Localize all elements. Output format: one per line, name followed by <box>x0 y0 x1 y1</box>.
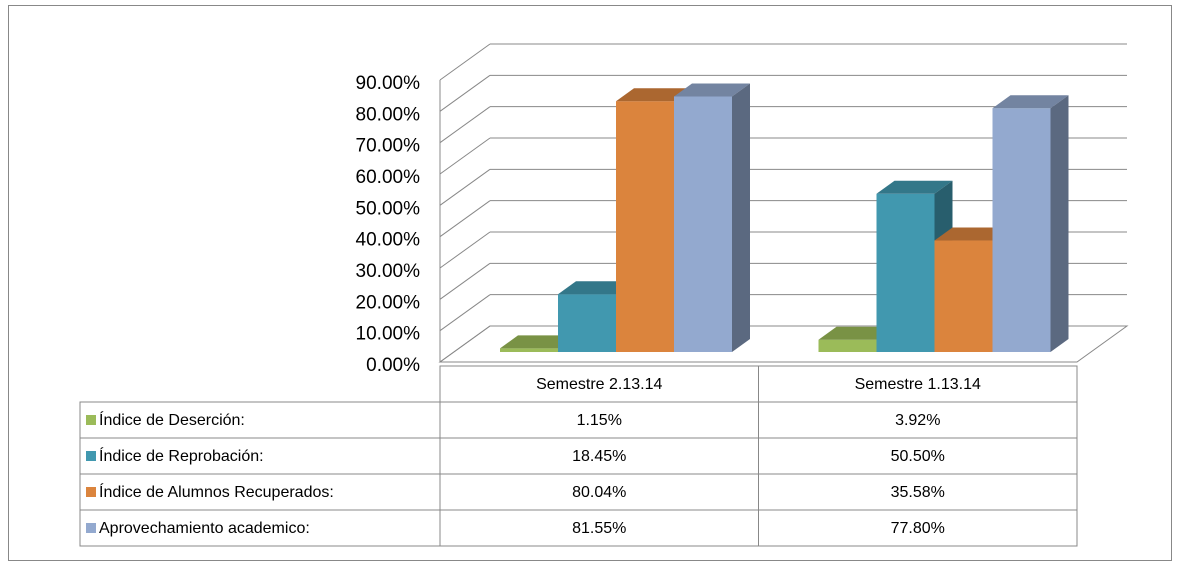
bar-front <box>558 294 616 352</box>
bar-top <box>992 95 1069 109</box>
bar-front <box>616 101 674 352</box>
data-label: 77.80% <box>891 520 945 537</box>
grid-line-side <box>439 325 491 363</box>
bar-top <box>558 281 634 295</box>
grid-line-side <box>439 137 491 175</box>
legend-label: Índice de Alumnos Recuperados: <box>99 482 334 501</box>
y-tick-label: 50.00% <box>356 198 421 219</box>
grid-line-side <box>439 106 491 144</box>
bar-top <box>616 88 692 102</box>
bar-front <box>818 339 877 352</box>
data-label: 35.58% <box>891 484 945 501</box>
x-tick-label: Semestre 1.13.14 <box>855 376 981 393</box>
bar-top <box>934 227 1011 241</box>
grid-line-side <box>439 74 491 112</box>
y-tick-label: 70.00% <box>356 136 421 157</box>
legend-label: Índice de Reprobación: <box>99 446 264 465</box>
data-label: 18.45% <box>572 448 626 465</box>
grid-line-side <box>439 200 491 238</box>
legend-swatch <box>86 415 96 425</box>
legend-swatch <box>86 523 96 533</box>
y-tick-label: 10.00% <box>356 324 421 345</box>
data-label: 50.50% <box>891 448 945 465</box>
y-tick-label: 30.00% <box>356 261 421 282</box>
y-tick-label: 60.00% <box>356 167 421 188</box>
legend-swatch <box>86 451 96 461</box>
y-tick-label: 40.00% <box>356 230 421 251</box>
x-tick-label: Semestre 2.13.14 <box>536 376 662 393</box>
bar-front <box>934 240 993 352</box>
bar-top <box>876 180 953 194</box>
legend-swatch <box>86 487 96 497</box>
grid-line-side <box>439 43 491 81</box>
y-tick-label: 80.00% <box>356 104 421 125</box>
data-label: 3.92% <box>895 412 940 429</box>
table-row <box>79 509 1078 547</box>
grid-line-side <box>439 262 491 300</box>
bar-front <box>500 348 558 352</box>
legend-label: Aprovechamiento academico: <box>99 520 310 537</box>
data-label: 80.04% <box>572 484 626 501</box>
data-label: 81.55% <box>572 520 626 537</box>
bar-front <box>992 108 1051 352</box>
grid-line-side <box>439 231 491 269</box>
legend-label: Índice de Deserción: <box>99 410 245 429</box>
y-tick-label: 90.00% <box>356 73 421 94</box>
grid-line-side <box>439 168 491 206</box>
bar-top <box>500 335 576 349</box>
data-label: 1.15% <box>577 412 622 429</box>
bar-top <box>818 326 895 340</box>
bar-top <box>674 83 750 97</box>
bar-side <box>732 83 750 352</box>
y-tick-label: 0.00% <box>366 355 420 376</box>
y-tick-label: 20.00% <box>356 292 421 313</box>
bar-front <box>876 193 935 352</box>
bar-front <box>674 96 732 352</box>
bar-side <box>1050 95 1069 352</box>
grid-line-side <box>439 294 491 332</box>
